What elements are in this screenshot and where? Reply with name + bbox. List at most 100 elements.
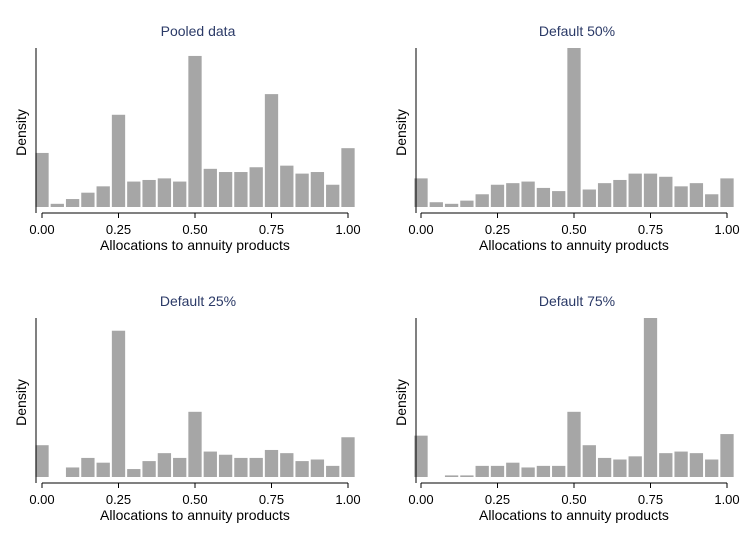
histogram-bar [720, 178, 734, 207]
histogram-bar [689, 183, 704, 207]
histogram-bar [613, 179, 627, 207]
histogram-bar [249, 167, 263, 207]
histogram-bar [65, 199, 80, 207]
histogram-bar [249, 457, 263, 477]
histogram-bar [689, 453, 704, 477]
histogram-bar [326, 465, 340, 477]
histogram-bar [35, 445, 49, 477]
histogram-bar [111, 114, 126, 207]
histogram-bar [127, 469, 141, 477]
x-tick-label: 0.00 [29, 222, 54, 237]
y-axis-label: Density [393, 109, 409, 156]
histogram-bar [506, 183, 520, 207]
chart-panel-4: Default 75% 0.00 0.25 0.50 0.75 1.00 Allocatio… [393, 293, 740, 523]
histogram-bar [582, 189, 596, 207]
x-tick-label: 0.25 [106, 222, 131, 237]
histogram-bar [50, 203, 64, 207]
histogram-bar [157, 453, 172, 477]
histogram-bar [567, 411, 581, 477]
x-tick-label: 0.50 [561, 492, 586, 507]
histogram-bar [643, 173, 658, 207]
histogram-bar [414, 178, 428, 207]
histogram-bar [234, 172, 248, 207]
x-axis-label: Allocations to annuity products [479, 507, 669, 523]
histogram-bar [234, 457, 248, 477]
x-tick-label: 0.00 [29, 492, 54, 507]
histogram-bar [705, 459, 719, 477]
histogram-bar [280, 165, 294, 207]
histogram-bar [81, 192, 95, 207]
histogram-bar [35, 152, 49, 207]
chart-panel-1: Pooled data 0.00 0.25 0.50 0.75 1.00 Allocatio… [13, 23, 361, 253]
histogram-bar [341, 437, 355, 477]
histogram-bar [475, 194, 489, 207]
chart-title: Pooled data [161, 23, 236, 39]
histogram-bar [475, 465, 489, 477]
histogram-bar [720, 434, 734, 477]
x-tick-label: 0.50 [182, 222, 207, 237]
x-tick-label: 0.50 [561, 222, 586, 237]
y-axis-label: Density [393, 379, 409, 426]
x-tick-label: 1.00 [714, 492, 739, 507]
histogram-bar [705, 194, 719, 207]
histogram-bar [203, 451, 217, 477]
x-tick-label: 0.00 [408, 492, 433, 507]
histogram-bar [81, 457, 95, 477]
histogram-bar [173, 457, 187, 477]
histogram-bar [310, 172, 325, 207]
histogram-bar [295, 461, 309, 477]
histogram-bar [552, 465, 566, 477]
chart-panel-3: Default 25% 0.00 0.25 0.50 0.75 1.00 Allocatio… [13, 293, 361, 523]
histogram-bar [643, 318, 658, 477]
histogram-bar [173, 181, 187, 207]
histogram-bar [460, 475, 474, 477]
histogram-bar [597, 457, 612, 477]
histogram-bar [326, 184, 340, 207]
histogram-bar [280, 453, 294, 477]
histogram-bar [295, 173, 309, 207]
histogram-bar [567, 48, 581, 207]
histogram-bar [628, 173, 642, 207]
histogram-bar [521, 467, 535, 477]
histogram-bar [127, 181, 141, 207]
x-tick-label: 0.50 [182, 492, 207, 507]
histogram-bar [188, 411, 202, 477]
histogram-bar [264, 449, 279, 477]
x-tick-label: 0.75 [259, 492, 284, 507]
histogram-bar [490, 184, 505, 207]
y-axis-label: Density [13, 109, 29, 156]
histogram-bar [429, 202, 443, 207]
histogram-bar [264, 94, 279, 207]
x-tick-label: 0.75 [638, 222, 663, 237]
chart-title: Default 50% [539, 23, 615, 39]
histogram-bar [552, 191, 566, 207]
histogram-bar [65, 467, 80, 477]
x-tick-label: 0.75 [638, 492, 663, 507]
y-axis-label: Density [13, 379, 29, 426]
x-tick-label: 1.00 [714, 222, 739, 237]
x-tick-label: 1.00 [335, 222, 360, 237]
histogram-bar [674, 451, 688, 477]
x-axis-label: Allocations to annuity products [100, 237, 290, 253]
histogram-bar [188, 55, 202, 208]
histogram-bar [157, 178, 172, 207]
histogram-bar [444, 203, 459, 207]
histogram-bar [142, 179, 156, 207]
x-tick-label: 0.25 [106, 492, 131, 507]
x-tick-label: 0.75 [259, 222, 284, 237]
histogram-bar [444, 475, 459, 477]
histogram-bar [674, 186, 688, 207]
histogram-bar [414, 435, 428, 477]
x-axis-label: Allocations to annuity products [479, 237, 669, 253]
histogram-bar [536, 465, 551, 477]
histogram-bar [341, 148, 355, 207]
chart-title: Default 25% [160, 293, 236, 309]
histogram-bar [218, 172, 233, 207]
histogram-bar [521, 181, 535, 207]
histogram-bar [628, 456, 642, 477]
histogram-bar [536, 187, 551, 207]
histogram-bar [96, 186, 110, 207]
histogram-bar [142, 461, 156, 477]
histogram-bar [96, 462, 110, 477]
